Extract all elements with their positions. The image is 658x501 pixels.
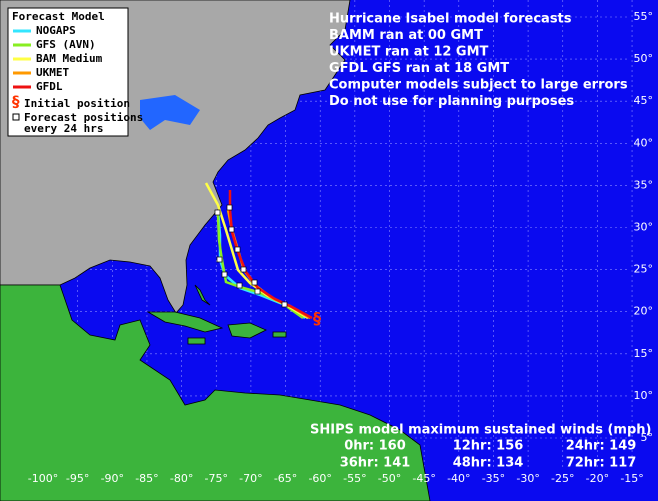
ships-cell: 12hr: 156	[453, 439, 524, 454]
axes: -100° -95° -90° -85° -80° -75° -70° -65° -60° -55…	[28, 10, 653, 485]
lat-label: 25°	[634, 263, 654, 276]
ships-cell: 0hr: 160	[344, 439, 406, 454]
note: BAMM ran at 00 GMT	[329, 28, 483, 43]
forecast-markers	[214, 204, 288, 308]
ships-title: SHIPS model maximum sustained winds (mph…	[310, 423, 651, 438]
lon-label: -60°	[308, 472, 331, 485]
lat-label: 40°	[634, 136, 654, 149]
lat-label: 5°	[641, 431, 654, 444]
ships-table: SHIPS model maximum sustained winds (mph…	[310, 423, 651, 471]
legend-label: GFDL	[36, 80, 63, 93]
legend-initial-icon: §	[12, 93, 20, 111]
lat-label: 30°	[634, 221, 654, 234]
lon-label: -50°	[378, 472, 401, 485]
lon-label: -80°	[170, 472, 193, 485]
lon-label: -65°	[274, 472, 297, 485]
lon-label: -70°	[239, 472, 262, 485]
legend-label: GFS (AVN)	[36, 38, 96, 51]
note: GFDL GFS ran at 18 GMT	[329, 61, 509, 76]
lat-label: 10°	[634, 389, 654, 402]
legend-forecast-icon	[12, 113, 20, 121]
legend-label: UKMET	[36, 66, 69, 79]
note: Hurricane Isabel model forecasts	[329, 12, 572, 27]
lon-label: -15°	[620, 472, 643, 485]
note: Computer models subject to large errors	[329, 78, 628, 93]
legend-forecast: Forecast positions	[24, 111, 143, 124]
lat-label: 15°	[634, 347, 654, 360]
legend-label: NOGAPS	[36, 24, 76, 37]
note: Do not use for planning purposes	[329, 94, 574, 109]
legend-label: BAM Medium	[36, 52, 103, 65]
lon-label: -75°	[205, 472, 228, 485]
lon-label: -90°	[101, 472, 124, 485]
ships-cell: 24hr: 149	[566, 439, 637, 454]
ships-cell: 36hr: 141	[340, 456, 411, 471]
legend-title: Forecast Model	[12, 10, 105, 23]
lon-label: -40°	[447, 472, 470, 485]
lon-label: -95°	[66, 472, 89, 485]
lon-label: -20°	[586, 472, 609, 485]
legend-initial: Initial position	[24, 97, 130, 110]
ships-cell: 48hr: 134	[453, 456, 524, 471]
lon-label: -85°	[135, 472, 158, 485]
lat-label: 55°	[634, 10, 654, 23]
lon-label: -35°	[482, 472, 505, 485]
ships-cell: 72hr: 117	[566, 456, 637, 471]
legend-forecast: every 24 hrs	[24, 122, 103, 135]
lon-label: -100°	[28, 472, 58, 485]
legend: Forecast Model § Initial position Foreca…	[12, 10, 143, 135]
lon-label: -55°	[343, 472, 366, 485]
lon-label: -25°	[551, 472, 574, 485]
lat-label: 50°	[634, 52, 654, 65]
lat-label: 35°	[634, 178, 654, 191]
lat-label: 20°	[634, 305, 654, 318]
lon-label: -45°	[412, 472, 435, 485]
lon-label: -30°	[516, 472, 539, 485]
lat-label: 45°	[634, 94, 654, 107]
note: UKMET ran at 12 GMT	[329, 45, 489, 60]
initial-marker: §	[313, 309, 321, 328]
